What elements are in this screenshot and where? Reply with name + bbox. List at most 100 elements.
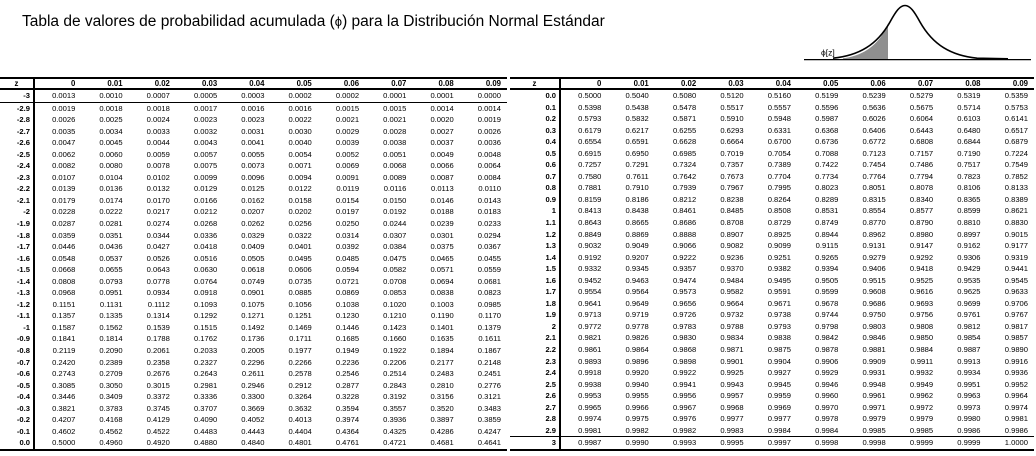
table-row: 1.5 0.9332 0.9345 0.9357 0.9370 0.9382 0.9394 0… <box>510 263 1034 275</box>
probability-cell: 0.6480 <box>957 125 981 135</box>
probability-cell: 0.0043 <box>193 138 218 148</box>
table-row: 0.3 0.6179 0.6217 0.6255 0.6293 0.6331 0.6368 0… <box>510 124 1034 137</box>
probability-cell: 0.0041 <box>241 138 265 148</box>
probability-cell: 0.0146 <box>430 195 454 205</box>
probability-cell: 0.9798 <box>815 321 839 331</box>
probability-cell: 0.0446 <box>52 242 76 252</box>
probability-cell: 0.0107 <box>52 172 76 182</box>
table-row: -3 0.0013 0.0010 0.0007 0.0005 0.0003 0.0002 0.… <box>0 89 507 103</box>
probability-cell: 0.9901 <box>720 356 744 366</box>
probability-cell: 0.0007 <box>128 89 176 103</box>
table-row: 0.1 0.5398 0.5438 0.5478 0.5517 0.5557 0.5596 0… <box>510 101 1034 114</box>
probability-cell: 0.0051 <box>383 149 407 159</box>
probability-column-header: 0.07 <box>891 77 940 90</box>
probability-cell: 0.4013 <box>288 415 312 425</box>
probability-cell: 0.9418 <box>909 264 934 274</box>
probability-cell: 0.0015 <box>383 103 407 113</box>
probability-cell: 0.0274 <box>146 218 170 228</box>
probability-cell: 0.9904 <box>767 356 791 366</box>
probability-cell: 0.9878 <box>815 345 839 354</box>
probability-cell: 0.0307 <box>383 230 407 240</box>
z-row-label: -2.5 <box>0 148 35 161</box>
probability-cell: 0.9941 <box>672 379 697 389</box>
z-row-label: -0.3 <box>0 402 35 415</box>
probability-cell: 0.9982 <box>625 425 649 435</box>
probability-cell: 0.8438 <box>625 206 649 216</box>
probability-cell: 0.2148 <box>477 357 501 367</box>
probability-cell: 0.0066 <box>430 161 454 171</box>
z-row-label: -2.7 <box>0 125 35 138</box>
probability-cell: 0.7157 <box>909 148 934 158</box>
probability-cell: 0.0526 <box>146 253 170 263</box>
probability-column-header: 0.01 <box>81 77 129 90</box>
probability-cell: 0.2776 <box>477 380 501 390</box>
probability-cell: 0.6700 <box>767 137 791 147</box>
table-row: 0.0 0.5000 0.5040 0.5080 0.5120 0.5160 0.5199 0… <box>510 89 1034 102</box>
probability-cell: 0.0023 <box>241 115 265 125</box>
probability-cell: 0.2643 <box>193 369 218 379</box>
probability-cell: 0.2206 <box>383 357 407 367</box>
probability-cell: 0.0021 <box>335 115 360 125</box>
probability-cell: 0.2546 <box>335 369 360 379</box>
probability-cell: 0.9906 <box>815 356 839 366</box>
z-row-label: -2.3 <box>0 171 35 184</box>
probability-cell: 0.0122 <box>288 184 312 194</box>
probability-cell: 0.4641 <box>459 437 507 451</box>
probability-cell: 0.0035 <box>52 126 76 136</box>
table-row: 0.7 0.7580 0.7611 0.7642 0.7673 0.7704 0.7734 0… <box>510 170 1034 183</box>
probability-cell: 0.1515 <box>193 322 218 332</box>
probability-cell: 0.0016 <box>241 103 265 113</box>
probability-cell: 0.2611 <box>241 369 265 379</box>
probability-cell: 0.9948 <box>862 379 886 389</box>
probability-cell: 0.1762 <box>193 334 218 344</box>
probability-cell: 0.0018 <box>99 103 123 113</box>
probability-cell: 0.9719 <box>625 310 649 320</box>
z-row-label: -0.1 <box>0 425 35 438</box>
probability-cell: 0.0071 <box>288 161 312 171</box>
probability-cell: 0.0418 <box>193 242 218 252</box>
probability-cell: 0.7422 <box>815 160 839 170</box>
probability-cell: 0.3446 <box>52 392 76 402</box>
probability-cell: 0.3669 <box>241 403 265 413</box>
probability-cell: 0.5319 <box>957 90 981 100</box>
probability-cell: 0.6591 <box>625 137 649 147</box>
probability-cell: 0.3821 <box>52 403 76 413</box>
z-row-label: -1.3 <box>0 287 35 299</box>
table-row: -0.8 0.2119 0.2090 0.2061 0.2033 0.2005 0.1977… <box>0 345 507 357</box>
probability-cell: 0.9887 <box>957 345 981 354</box>
probability-cell: 0.2709 <box>99 369 123 379</box>
probability-cell: 0.1611 <box>478 334 501 344</box>
table-row: 0.5 0.6915 0.6950 0.6985 0.7019 0.7054 0.7088 0… <box>510 147 1034 160</box>
probability-cell: 0.0049 <box>430 149 454 159</box>
probability-cell: 0.0174 <box>99 195 123 205</box>
table-row: 0.0 0.5000 0.4960 0.4920 0.4880 0.4840 0.4801 0… <box>0 437 507 451</box>
probability-cell: 0.9967 <box>672 402 697 412</box>
probability-cell: 0.8289 <box>815 194 839 204</box>
table-row: -2 0.0228 0.0222 0.0217 0.0212 0.0207 0.0202 0.… <box>0 206 507 219</box>
bell-curve-svg: ϕ[z] <box>804 4 1031 61</box>
probability-cell: 0.0170 <box>146 195 170 205</box>
probability-cell: 0.9898 <box>672 356 697 366</box>
probability-cell: 0.0694 <box>430 276 454 286</box>
probability-cell: 0.0139 <box>52 184 76 194</box>
probability-cell: 0.9951 <box>957 379 981 389</box>
probability-cell: 0.2451 <box>477 369 501 379</box>
probability-cell: 0.9767 <box>1004 310 1028 320</box>
probability-cell: 0.9916 <box>1004 356 1028 366</box>
probability-cell: 0.1151 <box>52 299 76 309</box>
probability-cell: 0.0020 <box>430 115 454 125</box>
probability-cell: 0.4761 <box>317 437 366 451</box>
probability-cell: 0.0485 <box>335 253 360 263</box>
probability-cell: 0.8599 <box>957 206 981 216</box>
probability-cell: 0.0228 <box>52 207 76 217</box>
probability-cell: 0.9995 <box>702 436 750 451</box>
probability-cell: 0.0017 <box>193 103 218 113</box>
z-row-label: -1.1 <box>0 310 35 322</box>
z-row-label: 1.9 <box>510 309 561 321</box>
probability-cell: 0.9192 <box>578 252 602 262</box>
probability-cell: 0.1949 <box>335 346 360 355</box>
probability-cell: 0.0001 <box>365 89 413 103</box>
probability-cell: 0.0099 <box>193 172 218 182</box>
probability-cell: 0.1210 <box>383 311 407 321</box>
